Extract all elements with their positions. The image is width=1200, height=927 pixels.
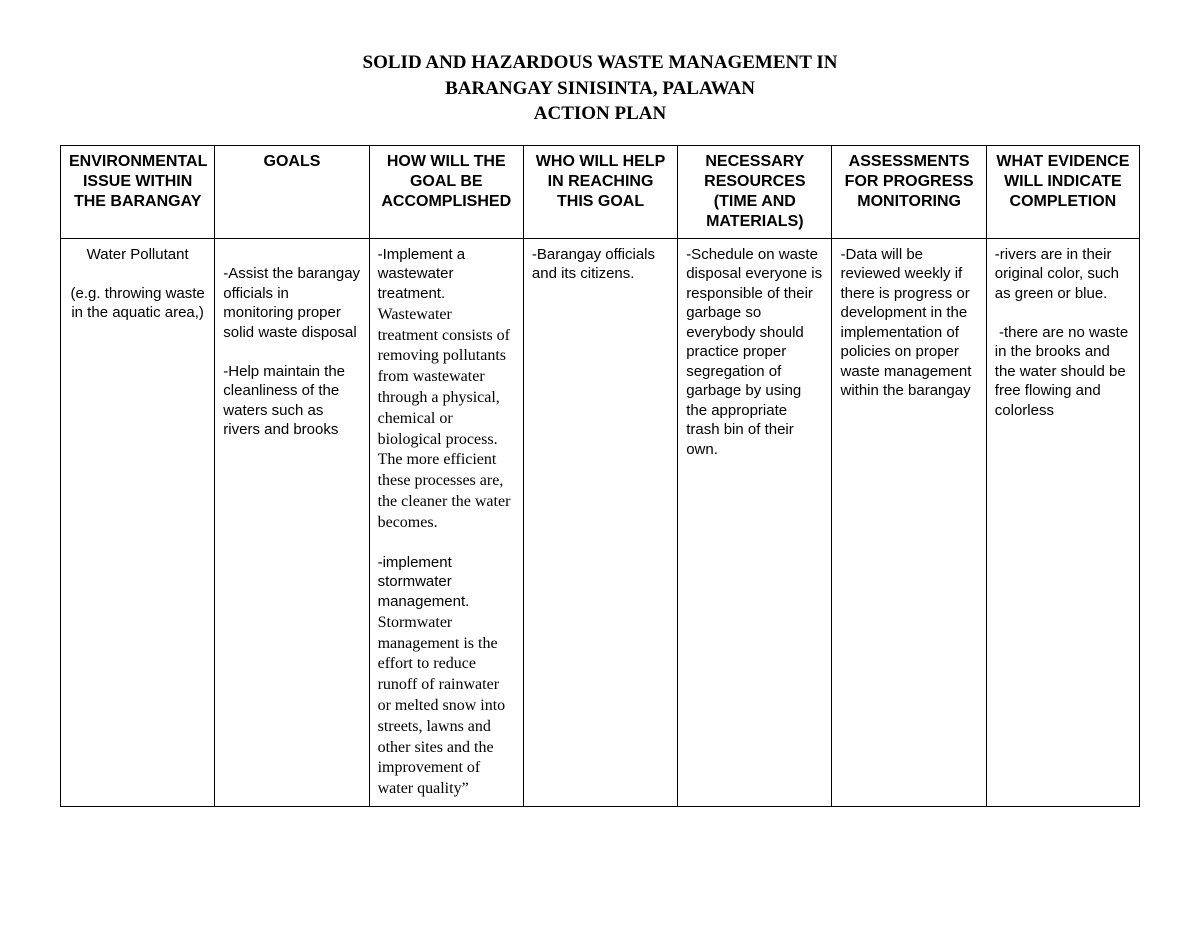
table-header-row: ENVIRONMENTAL ISSUE WITHIN THE BARANGAY … (61, 145, 1140, 238)
table-row: Water Pollutant (e.g. throwing waste in … (61, 238, 1140, 806)
document-title: SOLID AND HAZARDOUS WASTE MANAGEMENT IN … (60, 50, 1140, 127)
document-page: SOLID AND HAZARDOUS WASTE MANAGEMENT IN … (0, 0, 1200, 927)
col-header-issue: ENVIRONMENTAL ISSUE WITHIN THE BARANGAY (61, 145, 215, 238)
col-header-resources: NECESSARY RESOURCES (TIME AND MATERIALS) (678, 145, 832, 238)
col-header-assessments: ASSESSMENTS FOR PROGRESS MONITORING (832, 145, 986, 238)
cell-how: -Implement a wastewater treatment. Waste… (369, 238, 523, 806)
col-header-goals: GOALS (215, 145, 369, 238)
cell-resources: -Schedule on waste disposal everyone is … (678, 238, 832, 806)
how-lead-2: -implement stormwater management. (378, 554, 470, 610)
how-detail-2: Stormwater management is the effort to r… (378, 593, 510, 797)
col-header-who: WHO WILL HELP IN REACHING THIS GOAL (523, 145, 677, 238)
col-header-evidence: WHAT EVIDENCE WILL INDICATE COMPLETION (986, 145, 1139, 238)
title-line-2: BARANGAY SINISINTA, PALAWAN (60, 76, 1140, 102)
cell-assessments: -Data will be reviewed weekly if there i… (832, 238, 986, 806)
cell-goals: -Assist the barangay officials in monito… (215, 238, 369, 806)
cell-issue: Water Pollutant (e.g. throwing waste in … (61, 238, 215, 806)
title-line-1: SOLID AND HAZARDOUS WASTE MANAGEMENT IN (60, 50, 1140, 76)
col-header-how: HOW WILL THE GOAL BE ACCOMPLISHED (369, 145, 523, 238)
action-plan-table: ENVIRONMENTAL ISSUE WITHIN THE BARANGAY … (60, 145, 1140, 807)
how-lead-1: -Implement a wastewater treatment. (378, 246, 470, 302)
title-line-3: ACTION PLAN (60, 101, 1140, 127)
how-detail-1: Wastewater treatment consists of removin… (378, 285, 515, 531)
cell-evidence: -rivers are in their original color, suc… (986, 238, 1139, 806)
cell-who: -Barangay officials and its citizens. (523, 238, 677, 806)
